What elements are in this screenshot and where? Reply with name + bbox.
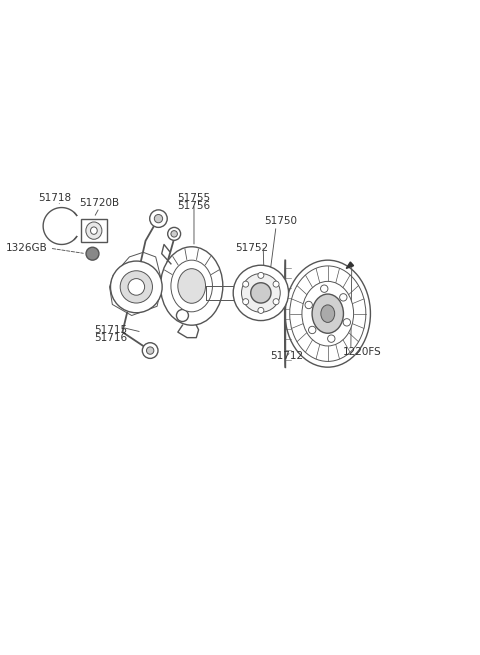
Circle shape	[251, 283, 271, 303]
Ellipse shape	[171, 260, 213, 312]
Circle shape	[150, 210, 167, 227]
Circle shape	[146, 347, 154, 354]
Text: 51756: 51756	[178, 201, 211, 211]
Circle shape	[273, 299, 279, 305]
Text: 51750: 51750	[264, 216, 297, 227]
Circle shape	[243, 281, 249, 287]
Circle shape	[328, 335, 335, 343]
Ellipse shape	[290, 266, 366, 362]
Bar	[81, 219, 107, 242]
Ellipse shape	[302, 282, 354, 346]
Circle shape	[168, 227, 180, 240]
Text: 51712: 51712	[271, 351, 304, 361]
Polygon shape	[346, 262, 354, 269]
Ellipse shape	[285, 260, 371, 367]
Circle shape	[305, 301, 312, 309]
Ellipse shape	[86, 222, 102, 239]
Circle shape	[110, 261, 162, 312]
Circle shape	[128, 278, 144, 295]
Circle shape	[258, 272, 264, 278]
Ellipse shape	[91, 227, 97, 234]
Circle shape	[343, 318, 350, 326]
Text: 51752: 51752	[235, 243, 268, 253]
Text: 51715: 51715	[95, 325, 128, 335]
Circle shape	[120, 271, 153, 303]
Circle shape	[321, 285, 328, 292]
Circle shape	[233, 265, 288, 320]
Circle shape	[177, 310, 189, 322]
Text: 1220FS: 1220FS	[343, 347, 382, 357]
Circle shape	[241, 274, 280, 312]
Circle shape	[309, 326, 316, 333]
Circle shape	[273, 281, 279, 287]
Text: 51718: 51718	[38, 193, 71, 203]
Ellipse shape	[321, 305, 335, 322]
Circle shape	[154, 214, 163, 223]
Circle shape	[86, 247, 99, 260]
Text: 51720B: 51720B	[79, 198, 120, 208]
Text: 51716: 51716	[95, 333, 128, 343]
Text: 51755: 51755	[178, 193, 211, 203]
Circle shape	[340, 293, 347, 301]
Circle shape	[243, 299, 249, 305]
Ellipse shape	[312, 294, 344, 333]
Circle shape	[171, 231, 178, 237]
Ellipse shape	[178, 269, 205, 303]
Circle shape	[142, 343, 158, 358]
Ellipse shape	[160, 247, 223, 325]
Text: 1326GB: 1326GB	[6, 243, 48, 253]
Circle shape	[258, 307, 264, 314]
